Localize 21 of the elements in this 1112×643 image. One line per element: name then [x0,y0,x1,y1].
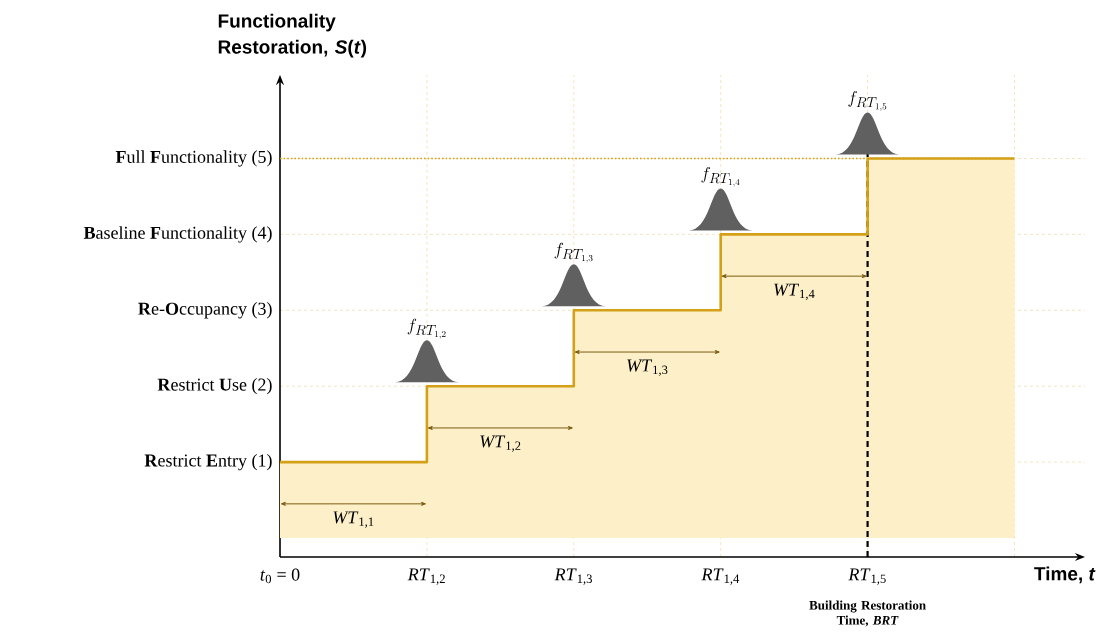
x-tick-label: t$_{0}$ = 0 [260,568,300,584]
annotation: $f_{RT_{1,2}}$ [407,318,446,339]
y-tick-label: Restrict Entry (1) [144,453,272,471]
x-tick-label: RT$_{1,2}$ [407,568,445,585]
text: Building Restoration Time, BRT [809,600,926,627]
annotation: WT$_{1,3}$ [627,359,668,376]
y-axis-title: Functionality Restoration, S(t) [218,13,367,58]
annotation: WT$_{1,4}$ [774,283,815,300]
y-tick-label: Restrict Use (2) [157,378,272,395]
annotation: WT$_{1,2}$ [480,435,521,452]
annotation: $f_{RT_{1,3}}$ [554,242,593,263]
x-tick-label: RT$_{1,3}$ [554,568,592,585]
y-tick-label: Baseline Functionality (4) [83,226,272,243]
annotation: $f_{RT_{1,4}}$ [701,166,740,187]
annotation: $f_{RT_{1,5}}$ [848,90,887,111]
y-tick-label: Re-Occupancy (3) [138,302,272,319]
x-tick-label: RT$_{1,4}$ [701,568,740,585]
y-tick-label: Full Functionality (5) [115,150,272,167]
x-axis-title: Time, t [1034,566,1096,584]
annotation: WT$_{1,1}$ [333,511,374,528]
x-tick-label: RT$_{1,5}$ [848,568,886,585]
